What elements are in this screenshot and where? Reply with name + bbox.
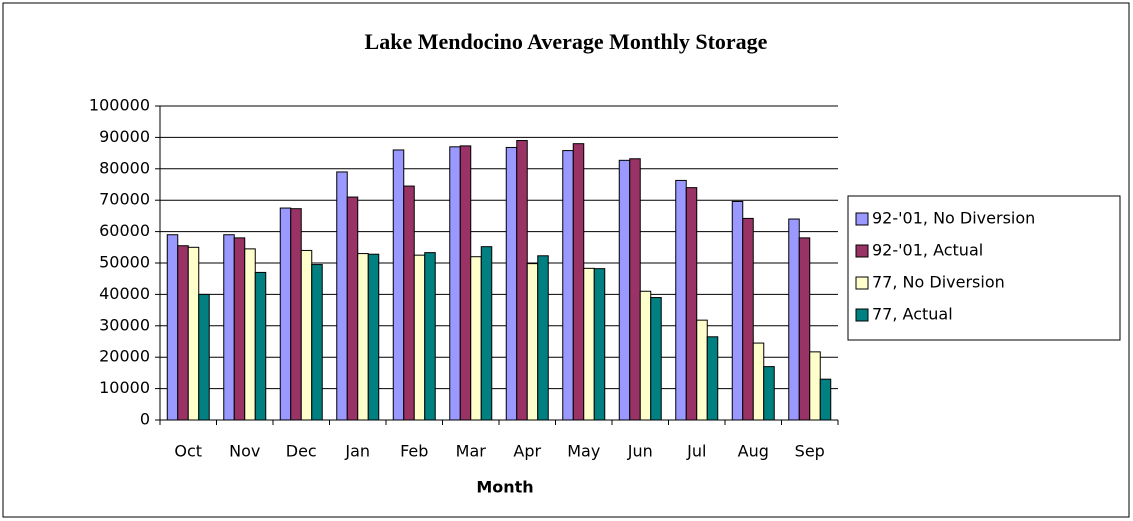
bar (675, 179, 687, 421)
bar (413, 254, 426, 421)
bar (367, 253, 380, 421)
bar (685, 187, 698, 421)
bar (300, 249, 313, 421)
legend-label: 92-'01, No Diversion (872, 209, 1035, 228)
bar (731, 200, 744, 421)
bar (403, 185, 415, 421)
bar (650, 297, 662, 421)
legend-label: 77, No Diversion (872, 273, 1005, 292)
bar (166, 234, 179, 421)
bar (696, 319, 708, 421)
bar (480, 246, 493, 421)
bar (819, 378, 832, 421)
bar (639, 290, 652, 421)
y-tick-label: 100000 (89, 96, 150, 115)
bar (187, 246, 200, 421)
x-tick-label: Feb (400, 442, 428, 461)
y-tick-label: 40000 (99, 284, 150, 303)
y-tick-label: 0 (140, 410, 150, 429)
legend-swatch (855, 276, 869, 290)
bar (752, 342, 765, 421)
legend-label: 77, Actual (872, 305, 953, 324)
chart-title: Lake Mendocino Average Monthly Storage (365, 29, 768, 54)
legend-swatch (855, 212, 869, 226)
x-tick-label: Mar (456, 442, 487, 461)
bar (505, 146, 518, 421)
x-tick-label: Apr (513, 442, 541, 461)
y-tick-label: 80000 (99, 158, 150, 177)
bar (809, 351, 821, 421)
bar (459, 145, 472, 421)
y-tick-label: 30000 (99, 315, 150, 334)
bar (233, 237, 246, 421)
bar (562, 150, 574, 421)
bar (244, 248, 256, 421)
bar (572, 143, 585, 421)
legend-swatch (855, 244, 869, 258)
y-tick-label: 20000 (99, 347, 150, 366)
bar (537, 255, 549, 421)
bar (742, 217, 754, 421)
y-tick-label: 50000 (99, 253, 150, 272)
x-tick-label: Aug (738, 442, 769, 461)
bar (223, 234, 235, 421)
y-tick-label: 10000 (99, 378, 150, 397)
x-axis-title: Month (476, 478, 533, 497)
x-tick-label: May (567, 442, 600, 461)
bar (706, 336, 719, 421)
legend-label: 92-'01, Actual (872, 241, 983, 260)
bar (290, 208, 302, 421)
bar (763, 366, 775, 421)
bar (593, 268, 606, 421)
y-tick-label: 70000 (99, 190, 150, 209)
x-tick-label: Jul (686, 442, 706, 461)
bar (392, 149, 405, 421)
bar (798, 237, 811, 421)
bar (470, 256, 482, 421)
bar (336, 171, 348, 421)
bar (198, 293, 210, 421)
y-tick-label: 60000 (99, 221, 150, 240)
x-tick-label: Dec (286, 442, 317, 461)
bar (311, 264, 323, 421)
bar (788, 218, 800, 421)
bar (583, 267, 595, 421)
x-tick-label: Oct (174, 442, 202, 461)
bar (177, 245, 189, 421)
x-tick-label: Jun (627, 442, 653, 461)
x-tick-label: Nov (229, 442, 260, 461)
bar (346, 196, 359, 421)
legend-swatch (855, 308, 869, 322)
bar (279, 207, 292, 421)
x-tick-label: Jan (344, 442, 370, 461)
bar (357, 253, 369, 421)
y-tick-label: 90000 (99, 127, 150, 146)
bar (254, 271, 267, 421)
legend-box (847, 195, 1121, 341)
bar (629, 158, 641, 421)
bar (424, 252, 436, 421)
bar (618, 159, 631, 421)
bar (449, 146, 461, 421)
bar (516, 140, 528, 421)
x-tick-label: Sep (795, 442, 825, 461)
bar (526, 263, 539, 421)
